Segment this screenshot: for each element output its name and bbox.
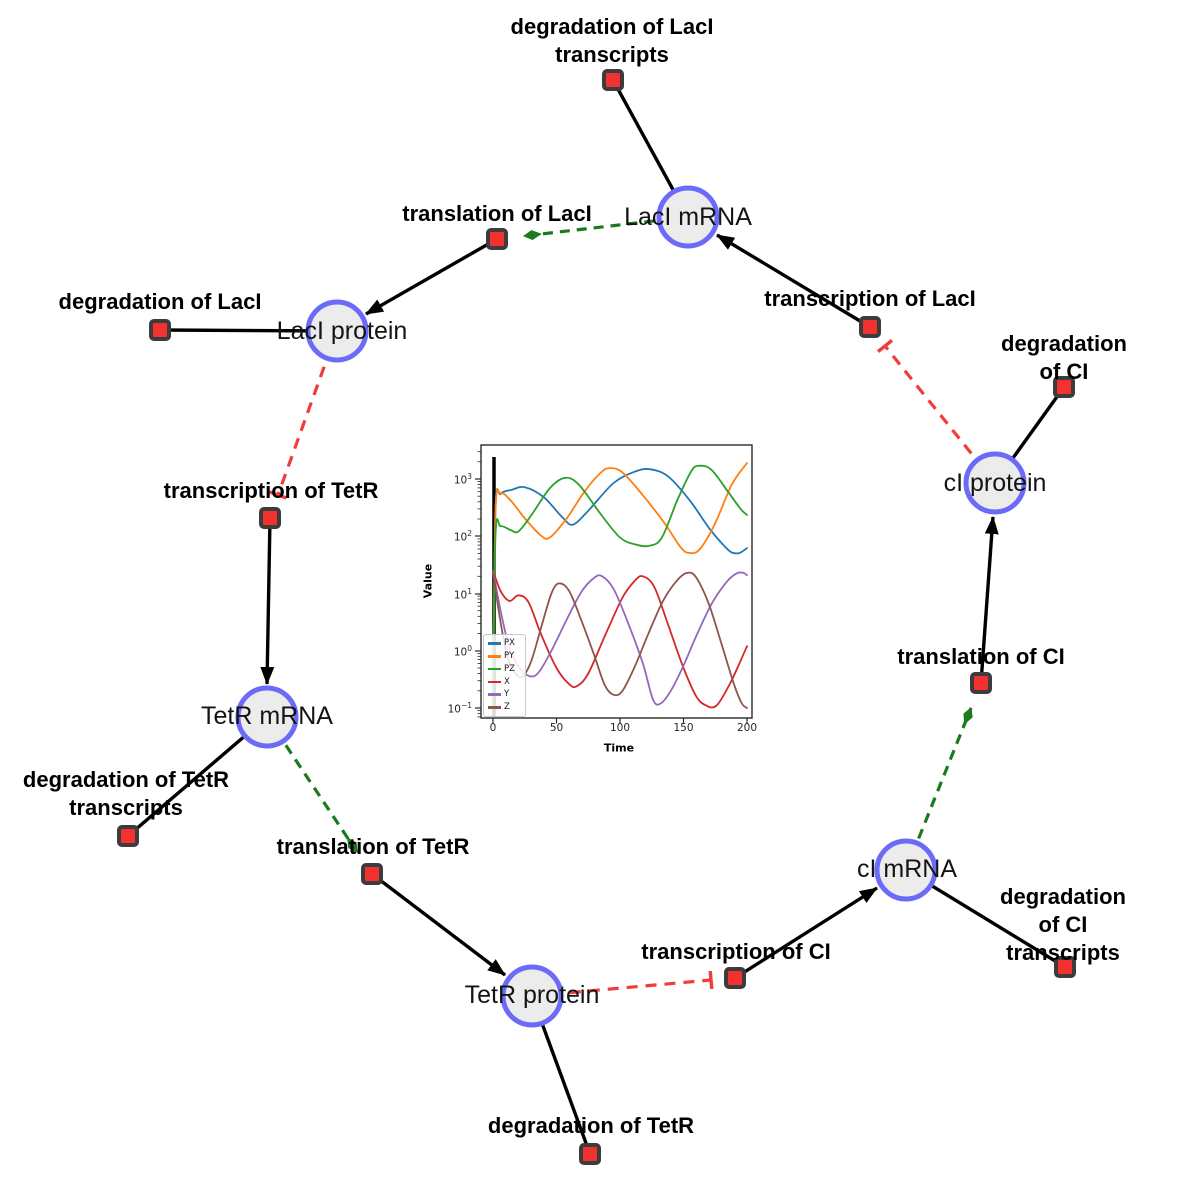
inset-chart — [475, 444, 753, 724]
edge-lacimrna-translation-laci — [523, 215, 689, 241]
edge-translation-tetr-tetrprotein — [370, 872, 507, 977]
species-label-laci-mrna: LacI mRNA — [624, 203, 752, 231]
species-node-laci-protein[interactable] — [305, 299, 369, 363]
y-tick-1e3: 103 — [453, 471, 472, 487]
reaction-node-translation-of-ci[interactable] — [970, 672, 992, 694]
y-tick-1e2: 102 — [453, 528, 472, 544]
species-label-tetr-protein: TetR protein — [464, 981, 600, 1009]
edge-transcription-laci-lacimrna — [716, 233, 871, 329]
reaction-node-transcription-of-ci[interactable] — [724, 967, 746, 989]
species-label-ci-protein: cI protein — [943, 469, 1047, 497]
edge-translation-ci-ciprotein — [979, 516, 999, 684]
x-tick-0: 0 — [489, 722, 497, 734]
series-X-line — [492, 569, 748, 709]
x-axis-ticks — [492, 718, 748, 724]
reaction-node-transcription-of-tetr[interactable] — [259, 507, 281, 529]
legend-swatch-py — [488, 655, 501, 658]
reaction-node-degradation-of-laci-transcripts[interactable] — [602, 69, 624, 91]
reaction-label-transcription-of-ci: transcription of CI — [641, 939, 831, 964]
reaction-label-translation-of-tetr: translation of TetR — [276, 834, 470, 859]
edge-translation-laci-laciprotein — [365, 237, 498, 316]
legend-swatch-pz — [488, 667, 501, 671]
reaction-label-degradation-of-tetr: degradation of TetR — [487, 1113, 695, 1138]
legend-label-x: X — [504, 676, 510, 687]
reaction-label-degradation-of-tetr-transcripts: degradation of TetR transcripts — [22, 767, 230, 820]
y-axis-ticks — [475, 478, 481, 709]
y-axis-title: Value — [421, 563, 435, 599]
legend-item-px: PX — [488, 638, 521, 649]
legend-item-pz: PZ — [488, 664, 521, 675]
species-node-ci-protein[interactable] — [963, 451, 1027, 515]
legend-item-x: X — [488, 676, 521, 687]
y-tick-1e1: 101 — [453, 586, 472, 602]
edge-transcription-tetr-tetrmrna — [260, 517, 275, 685]
reactions-layer — [117, 69, 1076, 1165]
legend-swatch-x — [488, 680, 501, 684]
x-axis-title: Time — [603, 741, 635, 755]
species-node-tetr-protein[interactable] — [500, 964, 564, 1028]
reaction-label-degradation-of-laci-transcripts: degradation of LacI transcripts — [510, 14, 714, 67]
reaction-label-translation-of-laci: translation of LacI — [402, 201, 592, 226]
reaction-label-translation-of-ci: translation of CI — [897, 644, 1065, 669]
legend-label-pz: PZ — [504, 663, 515, 674]
reaction-label-transcription-of-tetr: transcription of TetR — [163, 478, 379, 503]
reaction-label-degradation-of-ci-transcripts: degradation of CI transcripts — [1000, 884, 1126, 965]
y-tick-1e0: 100 — [453, 643, 472, 659]
reaction-node-degradation-of-laci[interactable] — [149, 319, 171, 341]
legend-item-y: Y — [488, 689, 521, 700]
reaction-node-translation-of-tetr[interactable] — [361, 863, 383, 885]
reaction-label-degradation-of-ci: degradation of CI — [1001, 331, 1127, 384]
x-tick-50: 50 — [549, 722, 564, 734]
reaction-node-degradation-of-ci[interactable] — [1053, 376, 1075, 398]
reaction-node-degradation-of-tetr[interactable] — [579, 1143, 601, 1165]
legend-item-py: PY — [488, 651, 521, 662]
series-PX-line — [492, 468, 748, 709]
legend-label-py: PY — [504, 651, 515, 662]
x-tick-100: 100 — [609, 722, 631, 734]
legend-swatch-y — [488, 693, 501, 696]
chart-legend: PX PY PZ X Y Z — [483, 634, 526, 717]
y-tick-1e-1: 10−1 — [447, 700, 472, 716]
reaction-label-transcription-of-laci: transcription of LacI — [764, 286, 976, 311]
y-axis-minor-ticks — [477, 451, 481, 718]
legend-label-px: PX — [504, 638, 515, 649]
series-Y-line — [492, 569, 748, 706]
legend-swatch-z — [488, 706, 501, 709]
species-label-laci-protein: LacI protein — [276, 317, 408, 345]
species-node-laci-mrna[interactable] — [656, 185, 720, 249]
edge-cimrna-translation-ci — [904, 707, 973, 871]
reaction-node-transcription-of-laci[interactable] — [859, 316, 881, 338]
x-tick-200: 200 — [736, 722, 758, 734]
reaction-node-translation-of-laci[interactable] — [486, 228, 508, 250]
series-PZ-line — [492, 464, 748, 709]
species-layer — [235, 185, 1027, 1028]
species-label-ci-mrna: cI mRNA — [857, 855, 957, 883]
x-tick-150: 150 — [673, 722, 694, 734]
legend-swatch-px — [488, 642, 501, 645]
reaction-label-degradation-of-laci: degradation of LacI — [58, 289, 262, 314]
reaction-node-degradation-of-ci-transcripts[interactable] — [1054, 956, 1076, 978]
series-PY-line — [492, 462, 748, 709]
legend-item-z: Z — [488, 702, 521, 713]
legend-label-z: Z — [504, 702, 510, 713]
edge-transcription-ci-cimrna — [734, 886, 878, 980]
species-label-tetr-mrna: TetR mRNA — [201, 702, 333, 730]
reaction-node-degradation-of-tetr-transcripts[interactable] — [117, 825, 139, 847]
species-node-tetr-mrna[interactable] — [235, 685, 299, 749]
species-node-ci-mrna[interactable] — [874, 838, 938, 902]
legend-label-y: Y — [504, 689, 510, 700]
